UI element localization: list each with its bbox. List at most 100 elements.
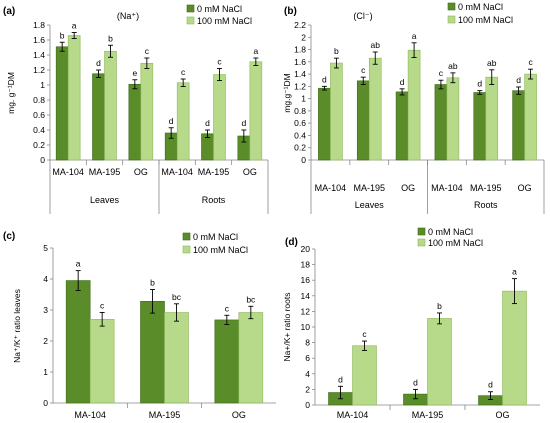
significance-letter: d <box>400 77 405 87</box>
legend-label: 0 mM NaCl <box>458 2 503 12</box>
y-tick-label: 4 <box>305 369 310 379</box>
bar-salt <box>485 76 499 161</box>
legend-swatch <box>182 232 191 241</box>
legend-label: 100 mM NaCl <box>428 238 483 248</box>
chart-title: (Na⁺) <box>117 11 139 21</box>
significance-letter: d <box>488 380 493 390</box>
bar-salt <box>524 73 537 161</box>
bar-control <box>65 280 91 404</box>
chart-panel-2: (b) (Cl⁻) mg.g⁻¹DM 0 0.2 0.4 0.6 0.8 1 1.2 1.4 1.6 1… <box>282 2 545 214</box>
legend-swatch <box>447 15 456 24</box>
legend-label: 100 mM NaCl <box>193 245 248 255</box>
bar-salt <box>407 49 421 161</box>
y-tick-label: 0.8 <box>33 95 45 105</box>
y-tick-label: 1.8 <box>33 20 45 30</box>
x-category-label: MA-195 <box>198 167 230 177</box>
legend-label: 100 mM NaCl <box>458 15 513 25</box>
group-label: Leaves <box>355 200 385 210</box>
significance-letter: bc <box>172 292 182 302</box>
significance-letter: c <box>145 46 150 56</box>
significance-letter: b <box>60 30 65 40</box>
x-category-label: MA-104 <box>337 410 369 420</box>
bar-salt <box>140 62 154 161</box>
x-category-label: OG <box>495 410 509 420</box>
y-tick-label: 2 <box>301 32 306 42</box>
panel-label: (c) <box>3 231 15 242</box>
significance-letter: b <box>150 278 155 288</box>
x-category-label: MA-104 <box>161 167 193 177</box>
y-tick-label: 0.4 <box>33 125 45 135</box>
y-tick-label: 1 <box>43 367 48 377</box>
significance-letter: d <box>241 118 246 128</box>
legend-swatch <box>186 16 195 25</box>
y-tick-label: 3 <box>43 305 48 315</box>
y-tick-label: 4 <box>43 274 48 284</box>
significance-letter: ab <box>487 58 497 68</box>
significance-letter: c <box>439 68 444 78</box>
x-category-label: MA-195 <box>89 167 121 177</box>
y-tick-label: 0.2 <box>294 143 306 153</box>
y-tick-label: 0 <box>301 155 306 165</box>
x-category-label: OG <box>401 183 415 193</box>
panel-label: (d) <box>285 237 298 248</box>
y-tick-label: 0.4 <box>294 130 306 140</box>
significance-letter: a <box>253 46 258 56</box>
y-tick-label: 1.2 <box>33 65 45 75</box>
y-tick-label: 1.8 <box>294 45 306 55</box>
bar-salt <box>368 57 382 161</box>
legend-swatch <box>447 2 456 11</box>
bar-salt <box>446 77 460 161</box>
significance-letter: a <box>76 259 81 269</box>
x-category-label: OG <box>232 410 246 420</box>
bar-control <box>92 73 105 161</box>
significance-letter: d <box>169 116 174 126</box>
bar-control <box>434 84 448 161</box>
bar-salt <box>164 312 189 404</box>
significance-letter: e <box>132 68 137 78</box>
significance-letter: d <box>413 377 418 387</box>
significance-letter: c <box>100 300 105 310</box>
y-tick-label: 2.2 <box>294 20 306 30</box>
chart-title: (Cl⁻) <box>353 11 372 21</box>
y-tick-label: 0 <box>40 155 45 165</box>
bar-control <box>128 83 142 161</box>
y-tick-label: 0.2 <box>33 140 45 150</box>
y-axis-label: mg.g⁻¹DM <box>282 73 292 112</box>
bar-control <box>140 301 165 404</box>
y-tick-label: 6 <box>305 353 310 363</box>
y-tick-label: 2 <box>305 384 310 394</box>
x-category-label: MA-104 <box>52 167 84 177</box>
y-tick-label: 8 <box>305 338 310 348</box>
y-tick-label: 1 <box>301 94 306 104</box>
bar-control <box>395 91 409 161</box>
y-tick-label: 0.6 <box>294 118 306 128</box>
legend-label: 0 mM NaCl <box>197 4 242 14</box>
significance-letter: c <box>181 67 186 77</box>
y-tick-label: 12 <box>301 306 311 316</box>
significance-letter: b <box>108 33 113 43</box>
x-category-label: MA-195 <box>470 183 502 193</box>
legend-swatch <box>417 227 426 236</box>
chart-panel-1: (a) (Na⁺) mg. g⁻¹DM 0 0.2 0.4 0.6 0.8 1 1.2 1.4 1.6… <box>3 4 269 214</box>
significance-letter: d <box>205 118 210 128</box>
group-label: Roots <box>202 195 226 205</box>
y-tick-label: 1.2 <box>294 81 306 91</box>
y-tick-label: 0 <box>43 398 48 408</box>
legend-swatch <box>182 245 191 254</box>
significance-letter: bc <box>246 294 256 304</box>
bar-salt <box>427 318 452 406</box>
significance-letter: c <box>225 303 230 313</box>
significance-letter: d <box>322 74 327 84</box>
y-tick-label: 5 <box>43 243 48 253</box>
y-tick-label: 16 <box>301 275 311 285</box>
x-category-label: OG <box>518 183 532 193</box>
bar-salt <box>67 35 81 161</box>
legend-label: 0 mM NaCl <box>193 232 238 242</box>
significance-letter: a <box>72 21 77 31</box>
chart-panel-4: (d) Na+/K+ ratio roots 0 2 4 6 8 10 12 14 16 18 20 d c… <box>282 227 540 420</box>
y-tick-label: 1 <box>40 80 45 90</box>
y-axis-label: mg. g⁻¹DM <box>6 72 16 114</box>
bar-salt <box>249 61 263 161</box>
legend-swatch <box>186 4 195 13</box>
x-category-label: MA-195 <box>412 410 444 420</box>
